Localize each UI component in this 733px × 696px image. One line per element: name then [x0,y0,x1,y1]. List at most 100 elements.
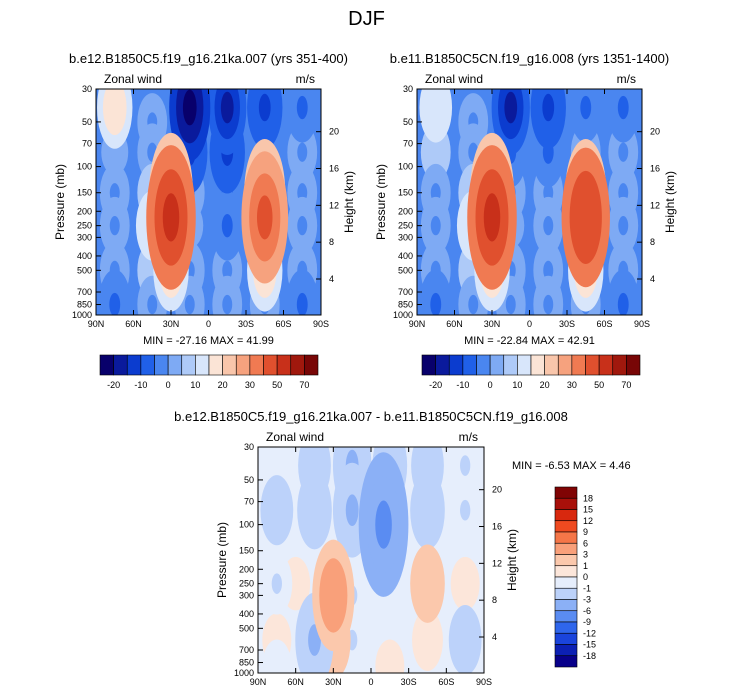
y-tick-label: 30 [403,84,413,94]
contour-field [96,89,321,315]
y-tick-label: 200 [77,206,92,216]
colorbar-swatch [167,354,183,376]
colorbar-label: -3 [583,595,591,605]
colorbar-label: 18 [583,493,593,503]
contour-blob [258,93,271,122]
colorbar-swatch [435,354,450,376]
y-right-axis-label: Height (km) [505,529,519,591]
y-tick-label: 70 [244,497,254,507]
y-tick-label: 30 [82,84,92,94]
colorbar-label: 70 [621,380,631,390]
x-tick-label: 0 [206,319,211,329]
colorbar-label: 30 [245,380,255,390]
units-label: m/s [617,72,636,86]
y-tick-label: 50 [82,117,92,127]
colorbar-swatch [557,354,573,376]
y-tick-label: 30 [244,442,254,452]
contour-blob [618,142,629,162]
x-tick-label: 30N [484,319,501,329]
y-tick-label: 850 [398,300,413,310]
y-axis-label: Pressure (mb) [53,164,67,240]
colorbar-label: 9 [583,527,588,537]
y-tick-label: 250 [239,579,254,589]
colorbar-swatch [554,610,578,623]
y-tick-label: 500 [398,265,413,275]
colorbar-swatch [154,354,169,376]
colorbar-swatch [554,509,578,522]
colorbar-swatch [421,354,436,376]
y-tick-label: 400 [239,609,254,619]
panel-a: b.e12.B1850C5.f19_g16.21ka.007 (yrs 351-… [53,51,356,347]
colorbar-swatch [99,354,114,376]
contour-blob [460,455,471,476]
x-tick-label: 0 [527,319,532,329]
contour-blob [617,95,629,120]
contour-blob [430,216,441,236]
y-tick-label: 850 [239,658,254,668]
contour-blob [577,194,594,241]
min-max-stats: MIN = -6.53 MAX = 4.46 [512,460,631,472]
colorbar-label: 10 [512,380,522,390]
height-tick-label: 8 [650,237,655,247]
y-right-axis-label: Height (km) [663,171,677,233]
x-tick-label: 30S [559,319,575,329]
contour-blob [375,500,392,549]
colorbar-swatch [448,354,464,376]
colorbar-a: -20 -10 0 10 20 30 50 70 [99,354,319,390]
x-tick-label: 90N [250,677,267,687]
height-tick-label: 20 [329,127,339,137]
colorbar-swatch [235,354,251,376]
height-tick-label: 8 [492,595,497,605]
contour-blob [147,294,158,315]
y-tick-label: 70 [403,139,413,149]
x-tick-label: 60S [438,677,454,687]
y-tick-label: 150 [77,188,92,198]
colorbar-label: 1 [583,561,588,571]
colorbar-swatch [554,632,578,645]
y-tick-label: 250 [398,221,413,231]
colorbar-swatch [554,599,578,612]
height-tick-label: 20 [650,127,660,137]
colorbar-label: -15 [583,640,596,650]
variable-label: Zonal wind [104,72,162,86]
colorbar-swatch [626,354,641,376]
colorbar-swatch [208,354,223,376]
x-tick-label: 60S [275,319,291,329]
y-tick-label: 700 [239,645,254,655]
contour-blob [505,294,516,315]
contour-blob [256,195,273,240]
colorbar-swatch [554,644,578,657]
height-tick-label: 16 [329,164,339,174]
colorbar-label: 0 [488,380,493,390]
contour-blob [296,292,308,315]
colorbar-swatch [476,354,491,376]
contour-blob [468,294,479,315]
height-tick-label: 20 [492,485,502,495]
y-axis-label: Pressure (mb) [374,164,388,240]
colorbar-swatch [554,520,578,533]
colorbar-swatch [598,354,614,376]
contour-blob [430,142,441,162]
contour-blob [109,216,120,236]
contour-blob [222,294,233,315]
colorbar-label: -10 [456,380,469,390]
contour-blob [421,497,434,524]
colorbar-label: 50 [594,380,604,390]
colorbar-swatch [181,354,196,376]
colorbar-swatch [571,354,586,376]
contour-blob [618,216,629,236]
y-tick-label: 250 [77,221,92,231]
contour-blob [290,574,301,593]
height-tick-label: 8 [329,237,334,247]
y-tick-label: 1000 [393,310,413,320]
colorbar-label: 30 [567,380,577,390]
contour-blob [271,456,282,475]
x-tick-label: 60N [287,677,304,687]
contour-blob [308,497,321,524]
colorbar-swatch [489,354,505,376]
contour-blob [309,453,320,478]
colorbar-label: 0 [166,380,171,390]
contour-blob [162,193,180,242]
contour-blob [297,216,308,236]
